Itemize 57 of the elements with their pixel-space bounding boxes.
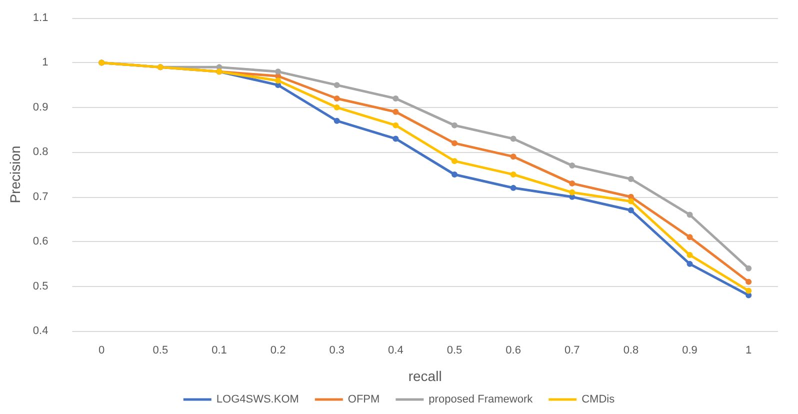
legend-label: CMDis [582, 394, 616, 406]
legend-label: LOG4SWS.KOM [216, 394, 299, 406]
point [452, 158, 458, 164]
point [686, 260, 693, 267]
x-tick-label: 0.6 [506, 344, 521, 356]
x-tick-label: 0.3 [329, 344, 345, 356]
x-tick-label: 0.1 [212, 344, 227, 356]
point [452, 172, 458, 178]
legend-label: OFPM [348, 394, 380, 406]
point [452, 122, 458, 128]
x-tick-label: 0.4 [388, 344, 404, 356]
point [452, 140, 458, 146]
point [334, 104, 340, 110]
point [334, 82, 340, 88]
y-tick-label: 0.7 [32, 190, 48, 203]
point [569, 162, 576, 169]
y-axis-title: Precision [7, 146, 23, 204]
point [686, 252, 693, 258]
x-tick-label: 0.8 [623, 344, 639, 356]
point [686, 234, 693, 240]
point [510, 136, 516, 142]
point [510, 154, 516, 160]
point [569, 180, 576, 186]
x-tick-label: 0 [98, 344, 105, 356]
point [334, 95, 340, 102]
point [746, 265, 752, 272]
point [746, 278, 752, 285]
x-tick-label: 0.5 [446, 344, 462, 356]
point [628, 198, 634, 204]
x-tick-label: 0.5 [152, 344, 168, 356]
point [392, 122, 399, 128]
y-tick-label: 0.4 [32, 325, 48, 337]
y-tick-label: 0.9 [32, 101, 48, 114]
point [275, 78, 282, 84]
x-tick-label: 0.9 [682, 344, 698, 356]
x-tick-label: 1 [746, 344, 752, 356]
legend-label: proposed Framework [428, 394, 534, 406]
point [746, 288, 752, 294]
point [392, 136, 399, 142]
point [510, 172, 516, 178]
y-tick-label: 1 [42, 56, 48, 69]
x-tick-label: 0.2 [270, 344, 286, 356]
point [686, 212, 693, 218]
x-tick-label: 0.7 [564, 344, 580, 356]
point [569, 189, 576, 196]
point [510, 184, 516, 191]
y-tick-label: 0.6 [32, 236, 48, 248]
point [334, 118, 340, 124]
y-tick-label: 0.5 [32, 280, 48, 292]
point [392, 108, 399, 115]
y-tick-label: 0.8 [32, 146, 48, 158]
point [628, 176, 634, 182]
x-axis-title: recall [408, 368, 442, 384]
point [275, 68, 282, 75]
point [392, 95, 399, 102]
point [628, 207, 634, 214]
y-tick-label: 1.1 [32, 12, 48, 24]
